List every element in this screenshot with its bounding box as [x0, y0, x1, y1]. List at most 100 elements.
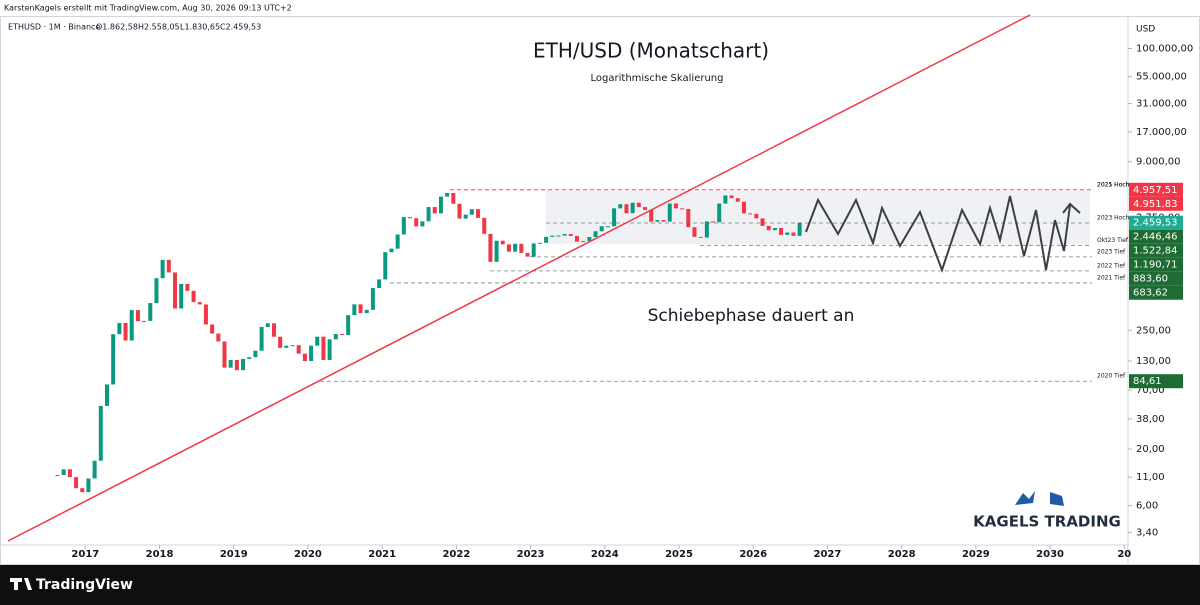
candle [463, 214, 468, 219]
candle [241, 358, 246, 371]
x-tick-label: 2026 [739, 549, 767, 560]
candle [247, 357, 252, 359]
candle [636, 202, 641, 208]
candle [284, 345, 289, 348]
candle [432, 207, 437, 214]
x-tick-label: 2017 [71, 549, 99, 560]
x-tick-label: 2025 [665, 549, 693, 560]
y-tick-label: 250,00 [1136, 325, 1171, 336]
level-name: 2025 Hoch [1097, 181, 1130, 188]
price-marker-label: 1.190,71 [1133, 260, 1178, 271]
price-marker-label: 883,60 [1133, 274, 1168, 285]
candle [698, 236, 703, 238]
candle [754, 213, 759, 219]
candle [711, 221, 716, 223]
candle [327, 339, 332, 360]
candle [488, 233, 493, 262]
level-name: 2022 Tief [1097, 262, 1126, 269]
candle [339, 333, 344, 336]
candle [265, 323, 270, 327]
candle [370, 288, 375, 310]
footer-bar [0, 565, 1200, 605]
candle [414, 218, 419, 227]
candle [321, 336, 326, 360]
candle [562, 234, 567, 236]
candle [612, 208, 617, 227]
candle [581, 240, 586, 242]
y-tick-label: 9.000,00 [1136, 157, 1181, 168]
x-tick-label: 2023 [517, 549, 545, 560]
candle [587, 237, 592, 241]
candle [729, 195, 734, 199]
candle [686, 208, 691, 228]
candle [673, 203, 678, 209]
logo-text: KAGELS TRADING [973, 513, 1121, 531]
x-tick-label: 2022 [442, 549, 470, 560]
candle [457, 203, 462, 219]
price-marker [1129, 257, 1183, 272]
x-tick-label: 2030 [1036, 549, 1064, 560]
candle [438, 196, 443, 214]
candle [352, 304, 357, 316]
candle [760, 218, 765, 226]
candle [445, 192, 450, 197]
candle [358, 304, 363, 314]
x-tick-label: 2024 [591, 549, 619, 560]
x-tick-label: 2018 [146, 549, 174, 560]
chart-subtitle: Logarithmische Skalierung [591, 73, 724, 84]
candle [420, 221, 425, 227]
candle [544, 236, 549, 243]
candle [123, 322, 128, 341]
candle [741, 201, 746, 214]
x-tick-label: 20 [1117, 549, 1131, 560]
y-tick-label: 3,40 [1136, 527, 1158, 538]
candle [748, 213, 753, 215]
candle [228, 359, 233, 368]
candle [74, 477, 79, 489]
price-marker [1129, 182, 1183, 197]
candle [148, 303, 153, 321]
price-marker [1129, 229, 1183, 244]
candle [451, 192, 456, 204]
candle [278, 336, 283, 348]
candle [704, 221, 709, 238]
candle [129, 310, 134, 341]
logo: KAGELS TRADING [973, 491, 1121, 531]
candle [618, 204, 623, 209]
x-tick-label: 2020 [294, 549, 322, 560]
y-tick-label: 6,00 [1136, 501, 1158, 512]
chart-title: ETH/USD (Monatschart) [533, 39, 769, 63]
candle [469, 209, 474, 215]
candle [791, 232, 796, 236]
candle [346, 315, 351, 336]
ohlc-low: L1.830,65 [180, 23, 220, 32]
currency-label: USD [1136, 25, 1155, 35]
candle [408, 217, 413, 219]
projection-arrowhead [1062, 202, 1081, 214]
candle [476, 209, 481, 218]
price-marker [1129, 196, 1183, 211]
candle [723, 195, 728, 204]
candle [296, 345, 301, 354]
candle [506, 244, 511, 252]
candle [401, 217, 406, 235]
candle [692, 227, 697, 237]
candle [574, 235, 579, 242]
y-tick-label: 100.000,00 [1136, 43, 1193, 54]
candle [797, 222, 802, 236]
candle [253, 350, 258, 358]
candle [117, 322, 122, 335]
candle [525, 252, 530, 257]
y-tick-label: 38,00 [1136, 414, 1165, 425]
candle [222, 341, 227, 368]
candle [104, 384, 109, 406]
candle [315, 336, 320, 346]
x-tick-label: 2021 [368, 549, 396, 560]
candle [605, 226, 610, 228]
y-tick-label: 70,00 [1136, 385, 1165, 396]
candle [785, 232, 790, 235]
candle [680, 208, 685, 210]
price-marker [1129, 374, 1183, 389]
logo-bear [1050, 492, 1064, 506]
